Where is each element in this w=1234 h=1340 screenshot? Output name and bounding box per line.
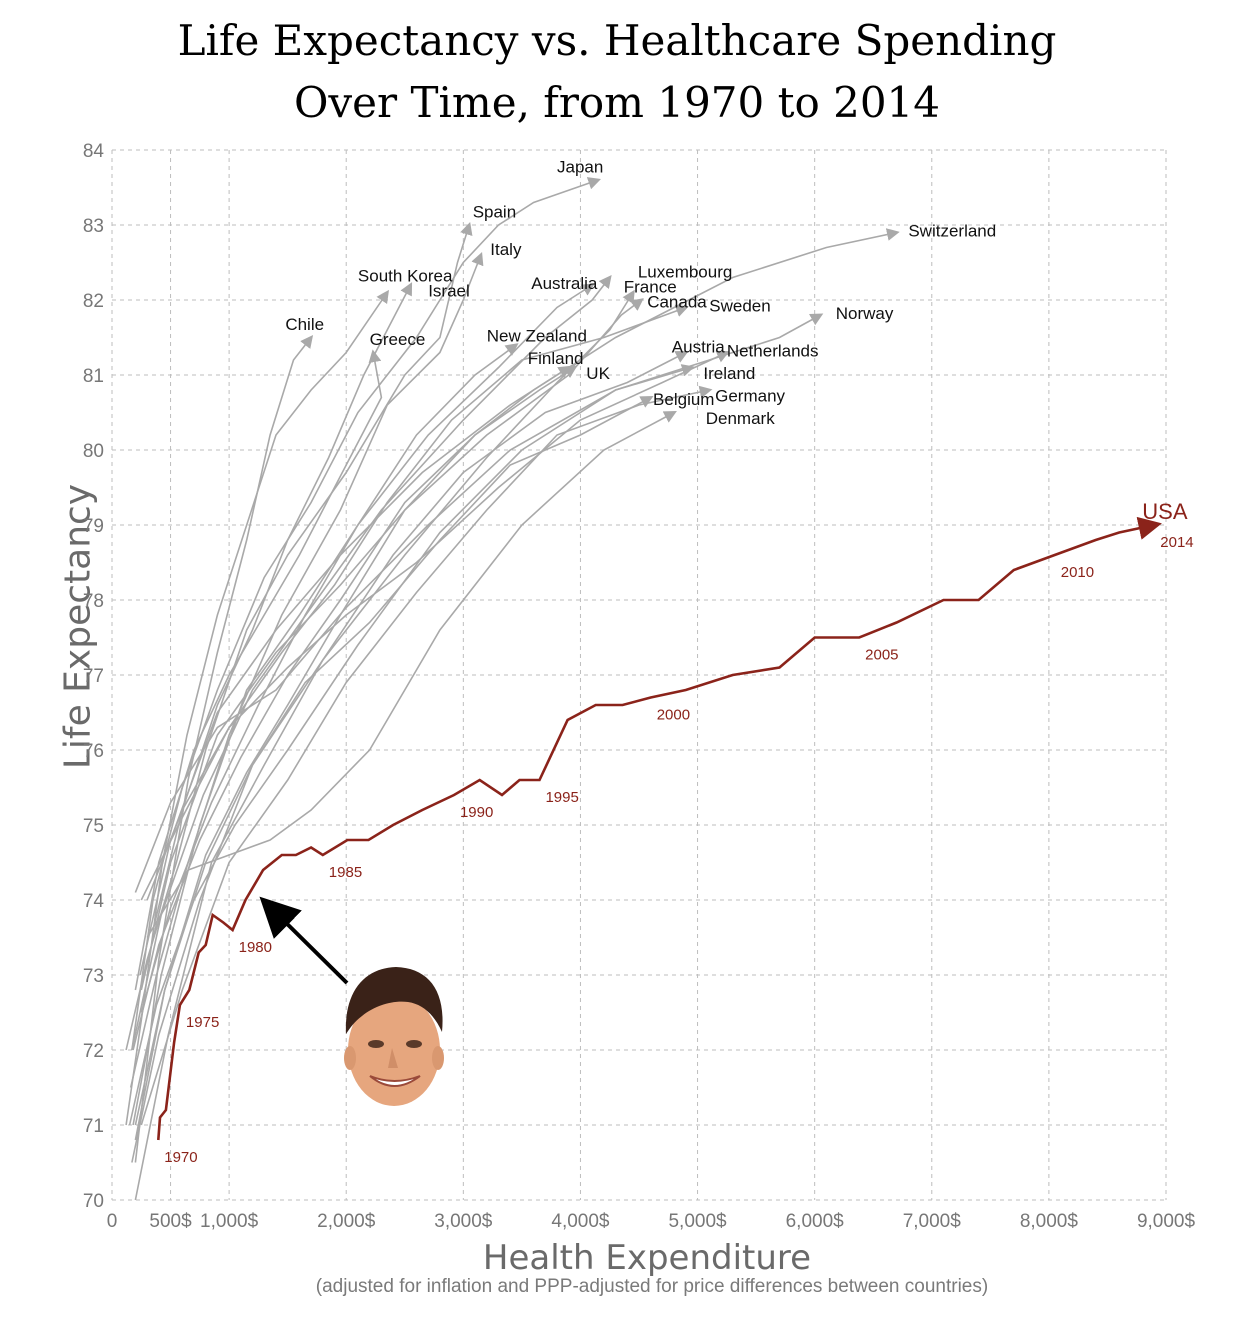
country-label-greece: Greece (370, 330, 426, 349)
series-line-canada (140, 298, 644, 991)
y-tick-label: 83 (83, 216, 104, 237)
country-label-switzerland: Switzerland (908, 221, 996, 240)
y-tick-label: 76 (83, 741, 104, 762)
series-line-south-korea (125, 289, 390, 1126)
series-line-italy (129, 252, 484, 1088)
series-line-japan (131, 177, 602, 1051)
x-tick-label: 2,000$ (317, 1211, 376, 1232)
series-line-spain (125, 221, 473, 1051)
country-label-chile: Chile (285, 315, 324, 334)
series-line-france (131, 274, 612, 1051)
year-label-1975: 1975 (186, 1014, 219, 1031)
series-line-switzerland (139, 228, 900, 976)
country-label-sweden: Sweden (709, 296, 770, 315)
country-label-south-korea: South Korea (358, 266, 453, 285)
country-label-canada: Canada (647, 293, 707, 312)
y-tick-label: 74 (83, 891, 105, 912)
x-tick-label: 8,000$ (1020, 1211, 1079, 1232)
y-tick-label: 80 (83, 441, 104, 462)
year-label-2014: 2014 (1160, 534, 1193, 551)
series-line-new-zealand (140, 343, 519, 1013)
country-label-uk: UK (586, 364, 610, 383)
year-label-2000: 2000 (657, 707, 690, 724)
country-label-france: France (624, 278, 677, 297)
y-tick-label: 81 (83, 366, 104, 387)
chart-subtitle: Over Time, from 1970 to 2014 (294, 78, 940, 127)
country-label-ireland: Ireland (703, 364, 755, 383)
x-tick-label: 5,000$ (668, 1211, 727, 1232)
series-line-denmark (146, 410, 677, 938)
series-line-belgium (134, 395, 654, 1126)
country-label-germany: Germany (715, 386, 785, 405)
year-label-2005: 2005 (865, 647, 898, 664)
country-label-finland: Finland (528, 349, 584, 368)
year-label-1995: 1995 (545, 789, 578, 806)
x-tick-label: 3,000$ (434, 1211, 493, 1232)
series-line-uk (132, 365, 572, 1051)
series-line-israel (152, 282, 413, 931)
y-tick-label: 70 (83, 1191, 104, 1212)
country-label-austria: Austria (672, 338, 725, 357)
x-axis-label: Health Expenditure (482, 1238, 812, 1278)
year-label-1980: 1980 (239, 939, 272, 956)
y-tick-label: 71 (83, 1116, 104, 1137)
series-line-australia (132, 283, 595, 1126)
year-label-1970: 1970 (164, 1149, 197, 1166)
series-line-sweden (140, 304, 689, 901)
x-tick-label: 6,000$ (786, 1211, 845, 1232)
country-label-new-zealand: New Zealand (487, 326, 587, 345)
country-label-italy: Italy (490, 240, 522, 259)
y-tick-label: 72 (83, 1041, 104, 1062)
y-tick-label: 73 (83, 966, 104, 987)
series-line-usa (157, 516, 1162, 1141)
series-line-greece (134, 349, 383, 991)
year-label-2010: 2010 (1061, 564, 1094, 581)
series-line-luxembourg (131, 289, 635, 1163)
x-tick-label: 4,000$ (551, 1211, 610, 1232)
country-label-israel: Israel (428, 281, 470, 300)
y-tick-label: 84 (83, 141, 105, 162)
country-label-spain: Spain (473, 203, 516, 222)
year-label-1990: 1990 (460, 804, 493, 821)
country-label-netherlands: Netherlands (727, 341, 819, 360)
series-line-austria (134, 351, 689, 1201)
x-axis-note: (adjusted for inflation and PPP-adjusted… (315, 1276, 989, 1297)
country-label-luxembourg: Luxembourg (638, 263, 733, 282)
x-tick-label: 0 (107, 1211, 118, 1232)
usa-label: USA (1142, 499, 1188, 524)
country-label-japan: Japan (557, 158, 603, 177)
x-tick-label: 9,000$ (1137, 1211, 1196, 1232)
y-tick-label: 82 (83, 291, 104, 312)
chart-title: Life Expectancy vs. Healthcare Spending (177, 16, 1057, 65)
country-label-denmark: Denmark (706, 409, 775, 428)
country-label-belgium: Belgium (653, 390, 714, 409)
y-tick-label: 78 (83, 591, 104, 612)
series-line-germany (140, 385, 713, 1126)
annotation-arrow (259, 896, 349, 985)
x-tick-label: 1,000$ (200, 1211, 259, 1232)
year-label-1985: 1985 (329, 864, 362, 881)
country-label-australia: Australia (531, 274, 598, 293)
x-tick-label: 7,000$ (903, 1211, 962, 1232)
face-illustration (344, 967, 444, 1106)
y-tick-label: 75 (83, 816, 104, 837)
series-line-netherlands (146, 350, 730, 901)
y-tick-label: 79 (83, 516, 104, 537)
y-tick-label: 77 (83, 666, 104, 687)
series-line-ireland (128, 364, 695, 1126)
country-label-norway: Norway (836, 304, 894, 323)
x-tick-label: 500$ (149, 1211, 192, 1232)
